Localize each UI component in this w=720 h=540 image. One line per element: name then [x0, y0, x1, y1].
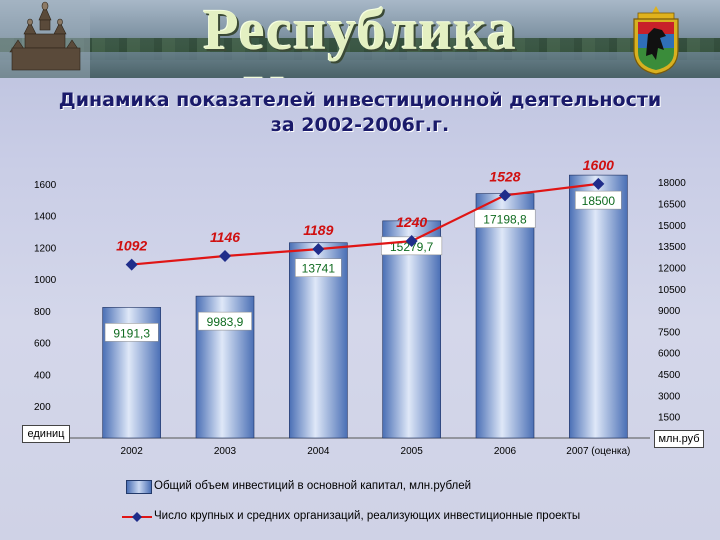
category-label: 2003: [214, 446, 237, 457]
right-tick-label: 18000: [658, 178, 686, 189]
line-value-label: 1092: [116, 238, 147, 254]
legend-label-organizations: Число крупных и средних организаций, реа…: [154, 510, 581, 522]
page-title: Динамика показателей инвестиционной деят…: [0, 88, 720, 138]
left-tick-label: 1000: [34, 275, 57, 286]
category-label: 2005: [401, 446, 424, 457]
line-value-label: 1146: [210, 229, 240, 245]
legend-bar-swatch: [126, 480, 152, 494]
left-tick-label: 1400: [34, 212, 57, 223]
bar-value-label: 13741: [302, 262, 336, 276]
category-label: 2006: [494, 446, 517, 457]
right-axis-unit: млн.руб: [654, 430, 704, 448]
right-tick-label: 7500: [658, 327, 681, 338]
line-marker: [592, 177, 605, 190]
line-value-labels: 1092 1146 1189 1240 1528 1600: [116, 157, 614, 254]
page-title-line1: Динамика показателей инвестиционной деят…: [58, 89, 662, 111]
right-tick-label: 12000: [658, 263, 686, 274]
left-tick-label: 400: [34, 370, 51, 381]
line-value-label: 1189: [303, 222, 333, 238]
line-marker: [499, 189, 511, 202]
legend-item-investment: Общий объем инвестиций в основной капита…: [120, 478, 680, 496]
bar-2006: [475, 193, 535, 439]
right-tick-label: 10500: [658, 285, 686, 296]
bar-value-label: 17198,8: [483, 213, 527, 227]
left-tick-label: 600: [34, 339, 51, 350]
wooden-church-icon: [0, 0, 90, 78]
right-axis-ticks: 1500 3000 4500 6000 7500 9000 10500 12000 13500 1…: [658, 178, 686, 423]
right-tick-label: 9000: [658, 306, 681, 317]
left-tick-label: 800: [34, 307, 51, 318]
bar-label-box: [104, 323, 159, 342]
right-tick-label: 15000: [658, 221, 686, 232]
bar-value-label: 9191,3: [113, 326, 150, 340]
left-axis-unit: единиц: [22, 425, 70, 443]
page-title-line2: за 2002-2006г.г.: [270, 114, 450, 136]
line-marker: [312, 243, 325, 256]
bar-label-box: [295, 258, 342, 277]
bar-2005: [382, 220, 441, 439]
bar-series: [102, 174, 628, 439]
right-tick-label: 6000: [658, 349, 681, 360]
right-tick-label: 4500: [658, 370, 681, 381]
bar-label-box: [474, 209, 536, 228]
line-value-label: 1528: [489, 168, 520, 184]
category-label: 2002: [121, 446, 144, 457]
line-series: [125, 177, 605, 271]
category-labels: 2002 2003 2004 2005 2006 2007 (оценка): [121, 446, 631, 457]
bar-label-box: [198, 311, 252, 331]
line-marker: [219, 249, 231, 262]
chart-legend: Общий объем инвестиций в основной капита…: [120, 478, 680, 538]
header-banner: Республика Карелия: [0, 0, 720, 78]
right-tick-label: 3000: [658, 391, 681, 402]
bar-value-label: 9983,9: [207, 315, 244, 329]
lake-water: [0, 52, 720, 78]
right-tick-label: 13500: [658, 242, 686, 253]
coat-of-arms-icon: [633, 6, 679, 75]
legend-label-investment: Общий объем инвестиций в основной капита…: [154, 480, 472, 492]
left-tick-label: 1200: [34, 243, 57, 254]
right-tick-label: 1500: [658, 413, 681, 424]
legend-item-organizations: Число крупных и средних организаций, реа…: [120, 508, 680, 526]
banner-title: Республика Карелия: [203, 0, 517, 78]
category-label: 2004: [307, 446, 330, 457]
left-axis-ticks: 200 400 600 800 1000 1200 1400 1600: [34, 180, 57, 413]
line-marker: [125, 258, 138, 271]
bar-label-box: [575, 190, 622, 210]
bar-2007: [569, 174, 628, 439]
left-tick-label: 1600: [34, 180, 57, 191]
left-tick-label: 200: [34, 402, 51, 413]
bar-value-label: 18500: [582, 194, 616, 208]
line-marker: [405, 235, 418, 248]
line-value-label: 1600: [583, 157, 614, 173]
line-value-label: 1240: [396, 214, 427, 230]
legend-line-swatch: [122, 512, 152, 522]
category-label: 2007 (оценка): [566, 446, 630, 457]
right-tick-label: 16500: [658, 200, 686, 211]
line-path: [131, 182, 599, 266]
